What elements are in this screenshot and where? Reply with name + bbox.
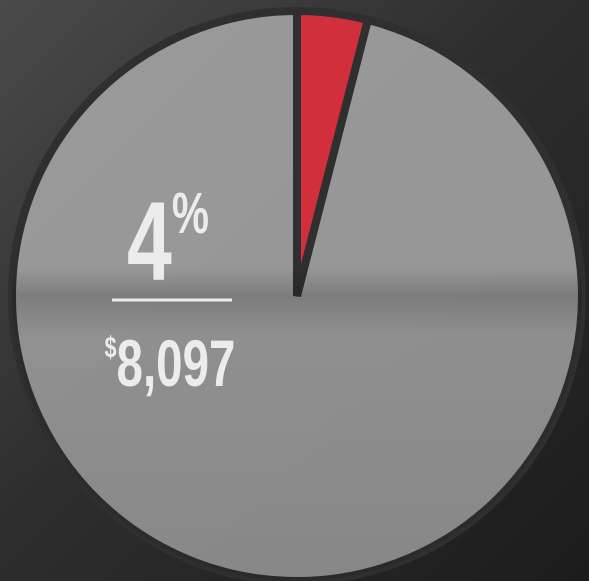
chart: 4% $8,097	[0, 0, 589, 581]
pie	[12, 11, 582, 581]
annotation: $8,097	[105, 327, 236, 400]
page: 4% $8,097 (() => { const data = JSON.par…	[0, 0, 589, 581]
pie-slice	[12, 11, 582, 581]
